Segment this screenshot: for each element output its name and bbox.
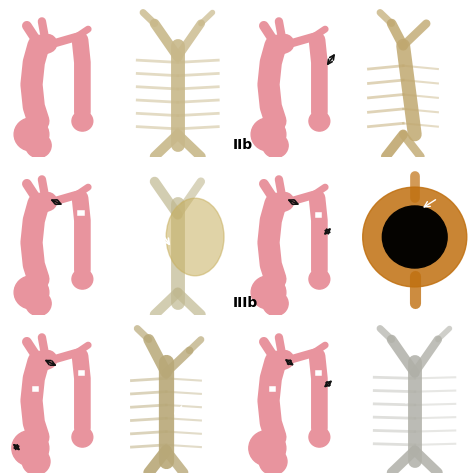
Circle shape bbox=[263, 292, 288, 316]
Circle shape bbox=[72, 269, 93, 289]
Circle shape bbox=[259, 448, 287, 474]
Ellipse shape bbox=[166, 198, 224, 276]
Circle shape bbox=[263, 133, 288, 158]
Circle shape bbox=[22, 448, 50, 474]
Circle shape bbox=[14, 276, 49, 309]
Text: IIb: IIb bbox=[233, 137, 253, 152]
Circle shape bbox=[26, 133, 51, 158]
Circle shape bbox=[14, 118, 49, 151]
Circle shape bbox=[309, 111, 330, 131]
Circle shape bbox=[309, 427, 330, 447]
Circle shape bbox=[363, 187, 467, 287]
Circle shape bbox=[26, 292, 51, 316]
Circle shape bbox=[249, 430, 286, 466]
Circle shape bbox=[12, 430, 49, 466]
Circle shape bbox=[251, 118, 286, 151]
Circle shape bbox=[309, 269, 330, 289]
Circle shape bbox=[383, 206, 447, 268]
Circle shape bbox=[72, 111, 93, 131]
Text: IIIb: IIIb bbox=[233, 296, 258, 310]
Circle shape bbox=[251, 276, 286, 309]
Circle shape bbox=[72, 427, 93, 447]
